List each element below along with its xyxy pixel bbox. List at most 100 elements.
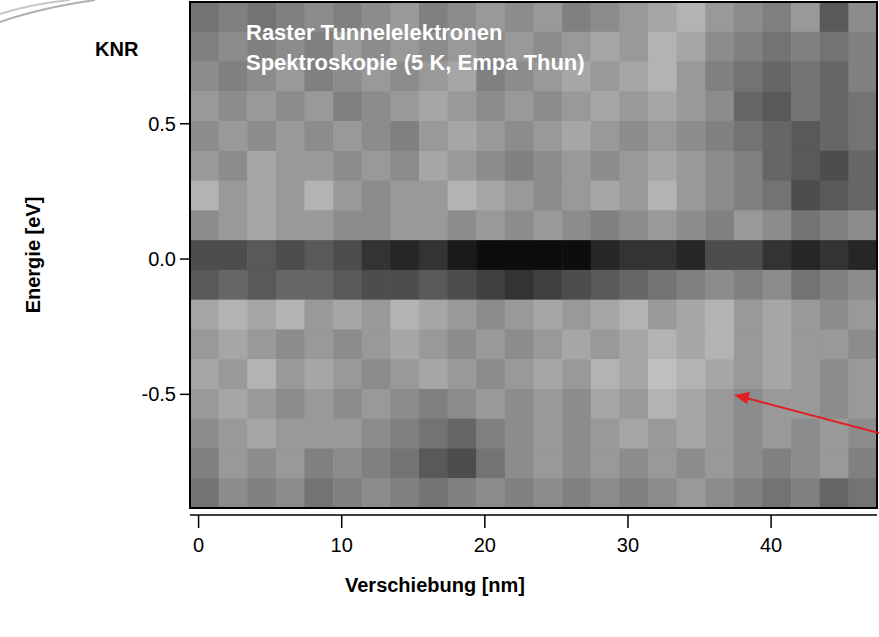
- cell: [247, 91, 276, 121]
- cell: [190, 359, 219, 389]
- cell: [562, 478, 591, 508]
- cell: [419, 329, 448, 359]
- cell: [219, 270, 248, 300]
- cell: [763, 121, 792, 151]
- cell: [419, 181, 448, 211]
- cell: [619, 240, 648, 270]
- cell: [820, 359, 849, 389]
- cell: [705, 91, 734, 121]
- cell: [705, 62, 734, 92]
- cell: [247, 181, 276, 211]
- cell: [820, 270, 849, 300]
- cell: [848, 121, 877, 151]
- cell: [534, 151, 563, 181]
- cell: [562, 359, 591, 389]
- cell: [677, 91, 706, 121]
- cell: [791, 32, 820, 62]
- cell: [276, 329, 305, 359]
- cell: [534, 121, 563, 151]
- cell: [619, 359, 648, 389]
- cell: [448, 91, 477, 121]
- cell: [362, 151, 391, 181]
- cell: [619, 32, 648, 62]
- cell: [305, 91, 334, 121]
- cell: [190, 389, 219, 419]
- cell: [791, 329, 820, 359]
- cell: [734, 270, 763, 300]
- cell: [591, 359, 620, 389]
- cell: [419, 121, 448, 151]
- cell: [219, 329, 248, 359]
- cell: [448, 448, 477, 478]
- cell: [333, 151, 362, 181]
- cell: [619, 389, 648, 419]
- cell: [219, 2, 248, 32]
- cell: [219, 389, 248, 419]
- cell: [791, 121, 820, 151]
- cell: [534, 329, 563, 359]
- cell: [648, 62, 677, 92]
- cell: [848, 419, 877, 449]
- cell: [562, 2, 591, 32]
- cell: [648, 210, 677, 240]
- annotation: Raster Tunnelelektronen: [246, 20, 502, 45]
- x-tick: [341, 515, 343, 528]
- cell: [677, 151, 706, 181]
- cell: [219, 32, 248, 62]
- cell: [591, 300, 620, 330]
- cell: [505, 210, 534, 240]
- cell: [219, 62, 248, 92]
- cell: [333, 389, 362, 419]
- y-tick-label: 0.5: [148, 113, 176, 135]
- cell: [534, 181, 563, 211]
- cell: [648, 2, 677, 32]
- cell: [562, 389, 591, 419]
- cell: [505, 389, 534, 419]
- cell: [619, 91, 648, 121]
- cell: [247, 300, 276, 330]
- cell: [419, 210, 448, 240]
- cell: [219, 478, 248, 508]
- cell: [734, 32, 763, 62]
- cell: [362, 181, 391, 211]
- cell: [390, 240, 419, 270]
- cell: [591, 91, 620, 121]
- cell: [448, 419, 477, 449]
- x-axis-title: Verschiebung [nm]: [345, 574, 525, 596]
- cell: [333, 270, 362, 300]
- cell: [190, 329, 219, 359]
- cell: [305, 181, 334, 211]
- cell: [448, 478, 477, 508]
- cell: [247, 359, 276, 389]
- cell: [390, 181, 419, 211]
- y-tick: [180, 258, 190, 260]
- cell: [591, 389, 620, 419]
- decoration: [0, 0, 95, 22]
- cell: [534, 419, 563, 449]
- cell: [305, 210, 334, 240]
- cell: [562, 300, 591, 330]
- cell: [390, 478, 419, 508]
- cell: [763, 240, 792, 270]
- cell: [505, 240, 534, 270]
- cell: [305, 419, 334, 449]
- cell: [648, 181, 677, 211]
- cell: [448, 210, 477, 240]
- cell: [677, 389, 706, 419]
- cell: [362, 121, 391, 151]
- cell: [219, 300, 248, 330]
- cell: [534, 270, 563, 300]
- cell: [190, 478, 219, 508]
- cell: [648, 151, 677, 181]
- cell: [476, 419, 505, 449]
- cell: [591, 121, 620, 151]
- cell: [562, 240, 591, 270]
- cell: [534, 359, 563, 389]
- cell: [734, 448, 763, 478]
- cell: [562, 210, 591, 240]
- cell: [305, 151, 334, 181]
- cell: [677, 300, 706, 330]
- cell: [791, 62, 820, 92]
- cell: [247, 478, 276, 508]
- cell: [534, 240, 563, 270]
